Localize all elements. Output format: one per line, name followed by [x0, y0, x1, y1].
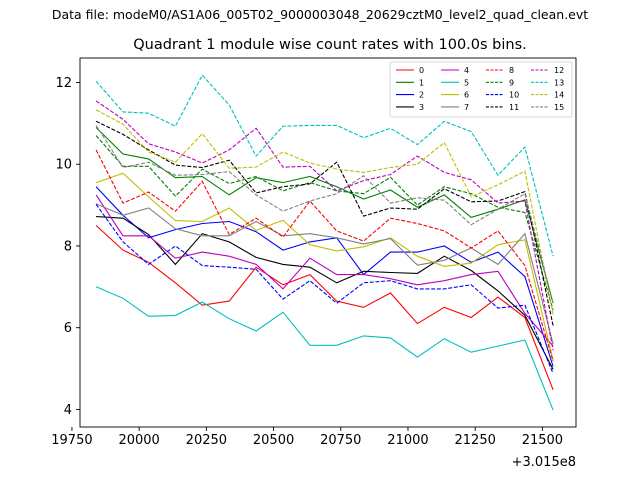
x-tick-label: 21000 [387, 433, 428, 448]
x-tick-label: 19750 [51, 433, 92, 448]
y-tick-label: 6 [64, 321, 72, 336]
x-tick-label: 20000 [118, 433, 159, 448]
legend-label-2: 2 [419, 91, 424, 100]
legend-label-10: 10 [509, 91, 519, 100]
legend-label-5: 5 [464, 78, 469, 87]
series-line-15 [95, 125, 554, 304]
chart-title: Quadrant 1 module wise count rates with … [133, 37, 527, 53]
series-line-0 [95, 225, 554, 390]
y-tick-label: 4 [64, 403, 72, 418]
x-tick-label: 21250 [455, 433, 496, 448]
series-line-8 [95, 149, 554, 362]
series-line-7 [95, 203, 554, 345]
series-line-10 [95, 203, 554, 374]
legend-label-13: 13 [554, 78, 564, 87]
legend-label-3: 3 [419, 103, 424, 112]
series-line-13 [95, 74, 554, 257]
legend-label-14: 14 [554, 91, 564, 100]
series-line-14 [95, 109, 554, 315]
legend-label-9: 9 [509, 78, 514, 87]
x-tick-label: 20250 [186, 433, 227, 448]
series-line-6 [95, 172, 554, 361]
legend-label-8: 8 [509, 66, 514, 75]
x-tick-label: 21500 [522, 433, 563, 448]
series-line-11 [95, 120, 554, 326]
legend-label-4: 4 [464, 66, 469, 75]
legend-label-0: 0 [419, 66, 424, 75]
legend-label-6: 6 [464, 91, 469, 100]
y-tick-label: 10 [55, 158, 72, 173]
series-line-12 [95, 100, 554, 351]
series-line-1 [95, 127, 554, 304]
series-line-9 [95, 135, 554, 311]
x-tick-label: 20500 [253, 433, 294, 448]
legend-box [389, 61, 573, 118]
legend-label-11: 11 [509, 103, 519, 112]
series-line-4 [95, 194, 554, 347]
plot-frame [79, 57, 577, 428]
x-offset-label: +3.015e8 [512, 455, 576, 470]
legend-label-15: 15 [554, 103, 564, 112]
y-tick-label: 8 [64, 239, 72, 254]
legend-label-7: 7 [464, 103, 469, 112]
x-tick-label: 20750 [320, 433, 361, 448]
legend-label-12: 12 [554, 66, 564, 75]
legend-label-1: 1 [419, 78, 424, 87]
series-line-5 [95, 286, 554, 411]
data-file-caption: Data file: modeM0/AS1A06_005T02_90000030… [51, 7, 589, 22]
y-tick-label: 12 [55, 76, 72, 91]
